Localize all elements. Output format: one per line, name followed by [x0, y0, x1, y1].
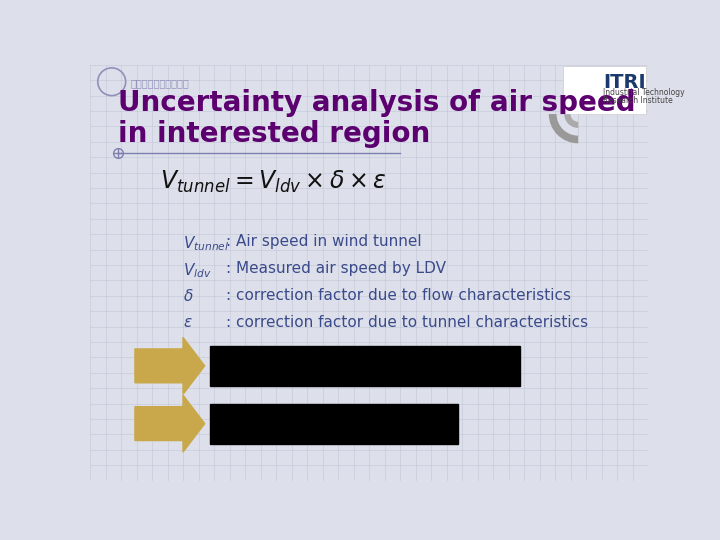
Text: $V_{tunnel}$: $V_{tunnel}$ [183, 234, 230, 253]
FancyBboxPatch shape [210, 403, 458, 444]
Text: $V_{tunnel} = V_{ldv} \times \delta \times \varepsilon$: $V_{tunnel} = V_{ldv} \times \delta \tim… [160, 168, 387, 195]
Wedge shape [549, 114, 578, 143]
Polygon shape [135, 395, 204, 452]
Text: Industrial Technology: Industrial Technology [603, 88, 685, 97]
Text: : correction factor due to flow characteristics: : correction factor due to flow characte… [225, 288, 571, 303]
FancyBboxPatch shape [210, 346, 520, 386]
Text: 國家度量衡標準實驗室: 國家度量衡標準實驗室 [130, 79, 189, 89]
Wedge shape [557, 114, 578, 136]
Text: $V_{ldv}$: $V_{ldv}$ [183, 261, 212, 280]
Text: Uncertainty analysis of air speed: Uncertainty analysis of air speed [118, 90, 636, 117]
Polygon shape [135, 338, 204, 394]
Text: Research Institute: Research Institute [603, 96, 672, 105]
Text: : Air speed in wind tunnel: : Air speed in wind tunnel [225, 234, 421, 249]
Wedge shape [564, 114, 578, 128]
Text: in interested region: in interested region [118, 120, 430, 148]
Text: $\varepsilon$: $\varepsilon$ [183, 315, 193, 330]
Text: ITRI: ITRI [603, 72, 646, 91]
Text: $\delta$: $\delta$ [183, 288, 194, 304]
Text: : correction factor due to tunnel characteristics: : correction factor due to tunnel charac… [225, 315, 588, 330]
Text: : Measured air speed by LDV: : Measured air speed by LDV [225, 261, 446, 276]
Wedge shape [570, 114, 578, 122]
FancyBboxPatch shape [563, 66, 647, 114]
